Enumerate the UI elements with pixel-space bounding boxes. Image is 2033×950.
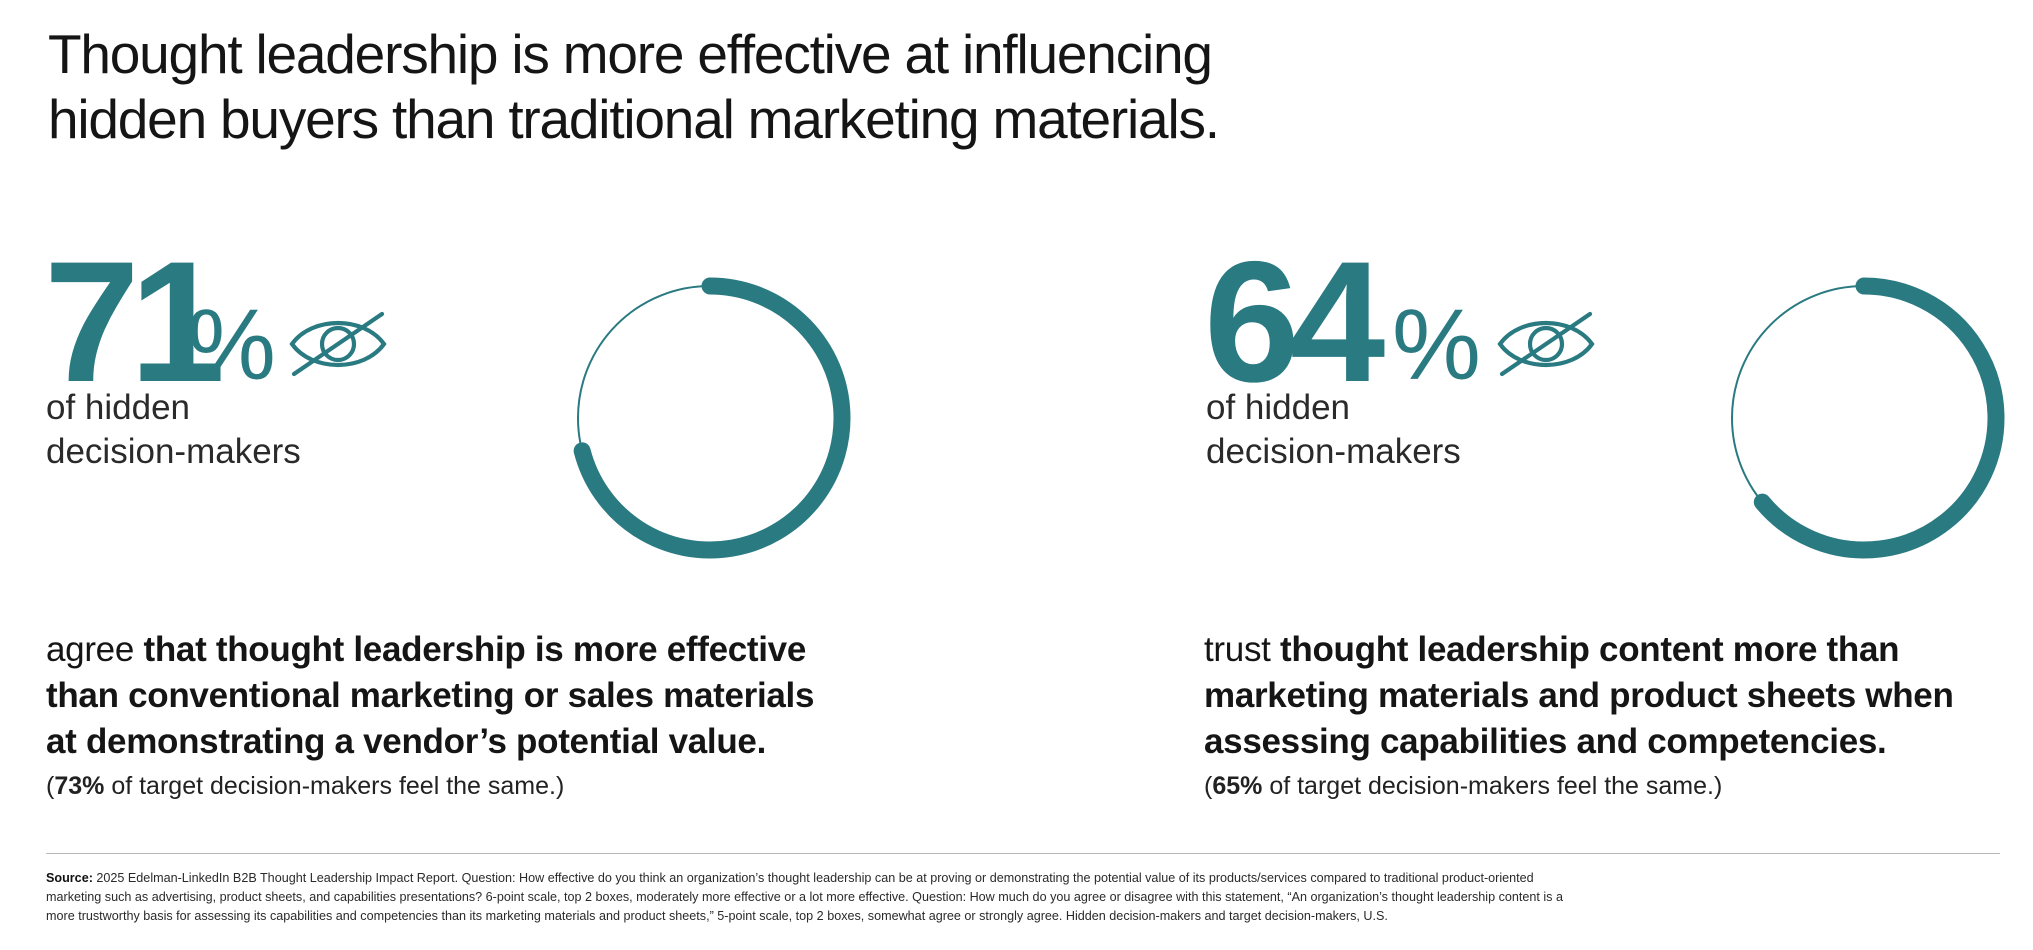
eye-slash-icon <box>286 308 390 380</box>
source-label: Source: <box>46 871 93 885</box>
statement-bold: that thought leadership is more effectiv… <box>46 630 815 761</box>
statement-lead: trust <box>1204 630 1271 669</box>
stat-unit: % <box>187 289 276 401</box>
note-value: 65% <box>1212 772 1263 800</box>
stat-subtitle: of hidden decision-makers <box>1206 386 1461 474</box>
source-text: 2025 Edelman-LinkedIn B2B Thought Leader… <box>46 871 1563 923</box>
note-1: (73% of target decision-makers feel the … <box>46 771 564 801</box>
stat-unit: % <box>1392 289 1481 401</box>
statement-2: trust thought leadership content more th… <box>1204 627 1984 765</box>
note-open: ( <box>1204 772 1213 800</box>
subtitle-line-2: decision-makers <box>1206 432 1461 471</box>
donut-value-arc <box>573 277 851 559</box>
statement-1: agree that thought leadership is more ef… <box>46 627 826 765</box>
donut-chart-1 <box>573 277 851 559</box>
note-open: ( <box>46 772 55 800</box>
donut-value-arc <box>1753 277 2005 559</box>
title-line-1: Thought leadership is more effective at … <box>48 23 1213 85</box>
page-title: Thought leadership is more effective at … <box>48 22 1348 152</box>
stat-value: 71 <box>44 226 225 418</box>
eye-slash-icon <box>1494 308 1598 380</box>
source-footnote: Source: 2025 Edelman-LinkedIn B2B Though… <box>46 869 1566 926</box>
stat-block-2: 64 % of hidden decision-makers <box>1204 236 1624 516</box>
stat-block-1: 71 % of hidden decision-makers <box>44 236 444 516</box>
stat-subtitle: of hidden decision-makers <box>46 386 301 474</box>
statement-bold: thought leadership content more than mar… <box>1204 630 1954 761</box>
subtitle-line-1: of hidden <box>46 388 191 427</box>
note-value: 73% <box>54 772 105 800</box>
subtitle-line-2: decision-makers <box>46 432 301 471</box>
divider <box>46 853 2000 854</box>
note-rest: of target decision-makers feel the same.… <box>104 772 565 800</box>
title-line-2: hidden buyers than traditional marketing… <box>48 88 1220 150</box>
donut-chart-2 <box>1731 277 2005 559</box>
note-2: (65% of target decision-makers feel the … <box>1204 771 1722 801</box>
subtitle-line-1: of hidden <box>1206 388 1351 427</box>
stat-value: 64 <box>1204 226 1385 418</box>
statement-lead: agree <box>46 630 135 669</box>
note-rest: of target decision-makers feel the same.… <box>1262 772 1723 800</box>
